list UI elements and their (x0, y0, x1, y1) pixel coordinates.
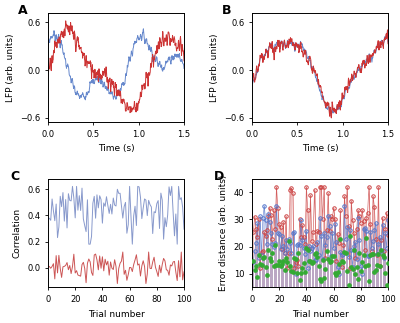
Y-axis label: Correlation: Correlation (12, 208, 22, 258)
X-axis label: Time (s): Time (s) (302, 144, 338, 153)
X-axis label: Trial number: Trial number (292, 310, 348, 319)
Y-axis label: Error distance (arb. units): Error distance (arb. units) (219, 175, 228, 291)
Y-axis label: LFP (arb. units): LFP (arb. units) (6, 33, 14, 102)
Text: C: C (10, 170, 19, 183)
Text: A: A (18, 4, 28, 17)
Y-axis label: LFP (arb. units): LFP (arb. units) (210, 33, 218, 102)
X-axis label: Trial number: Trial number (88, 310, 144, 319)
Text: D: D (214, 170, 224, 183)
X-axis label: Time (s): Time (s) (98, 144, 134, 153)
Text: B: B (222, 4, 232, 17)
